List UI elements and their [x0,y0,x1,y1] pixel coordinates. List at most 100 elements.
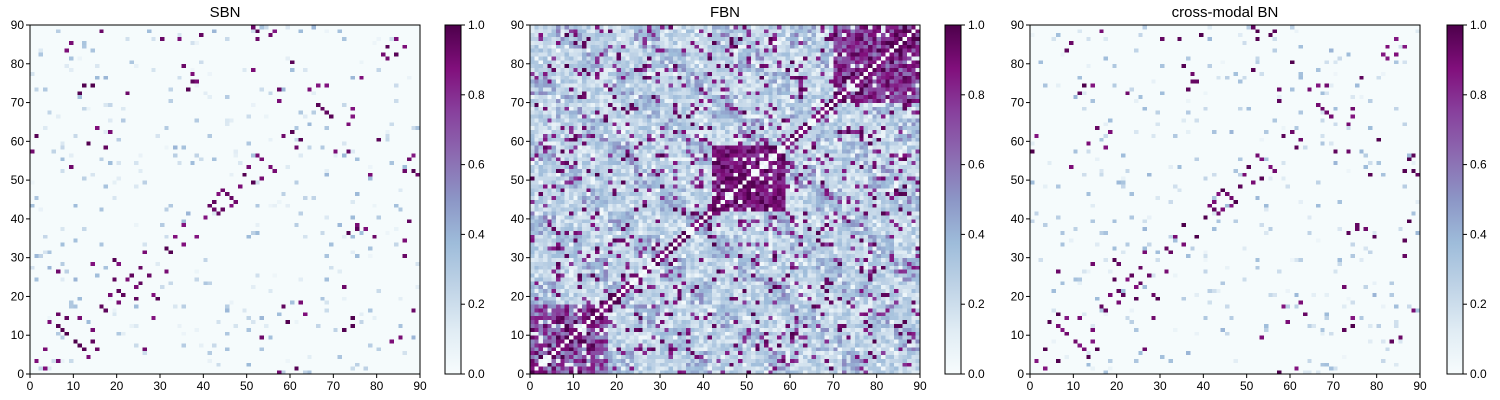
heatmap-cell [372,312,377,316]
heatmap-cell [134,219,139,223]
heatmap-cell [377,234,382,238]
heatmap-cell [368,250,373,254]
heatmap-cell [385,184,390,188]
heatmap-cell [251,207,256,211]
heatmap-cell [208,223,213,227]
heatmap-cell [151,366,156,370]
heatmap-cell [286,285,291,289]
heatmap-cell [251,184,256,188]
heatmap-cell [316,273,321,277]
heatmap-cell [73,254,78,258]
heatmap-cell [30,188,35,192]
heatmap-cell [411,180,416,184]
heatmap-cell [277,265,282,269]
heatmap-cell [177,316,182,320]
heatmap-cell [247,300,252,304]
heatmap-cell [234,300,239,304]
heatmap-cell [69,327,74,331]
heatmap-cell [65,366,70,370]
heatmap-cell [264,293,269,297]
heatmap-cell [234,265,239,269]
heatmap-cell [39,165,44,169]
heatmap-cell [290,196,295,200]
heatmap-cell [394,188,399,192]
heatmap-cell [281,300,286,304]
heatmap-cell [30,196,35,200]
heatmap-cell [260,165,265,169]
heatmap-cell [307,343,312,347]
heatmap-cell [377,215,382,219]
heatmap-cell [39,246,44,250]
heatmap-cell [338,324,343,328]
heatmap-cell [242,250,247,254]
heatmap-cell [381,331,386,335]
heatmap-cell [65,262,70,266]
heatmap-cell [364,168,369,172]
heatmap-cell [199,215,204,219]
heatmap-cell [82,300,87,304]
heatmap-cell [407,347,412,351]
heatmap-cell [320,238,325,242]
heatmap-cell [359,277,364,281]
heatmap-cell [303,196,308,200]
heatmap-cell [320,327,325,331]
heatmap-cell [333,223,338,227]
heatmap-cell [303,358,308,362]
heatmap-cell [104,281,109,285]
heatmap-cell [125,176,130,180]
heatmap-cell [199,289,204,293]
heatmap-cell [286,351,291,355]
heatmap-cell [164,320,169,324]
heatmap-cell [182,242,187,246]
heatmap-cell [182,168,187,172]
heatmap-cell [82,351,87,355]
heatmap-cell [156,296,161,300]
heatmap-cell [372,289,377,293]
heatmap-cell [260,335,265,339]
heatmap-cell [264,258,269,262]
heatmap-cell [56,200,61,204]
heatmap-cell [65,304,70,308]
heatmap-cell [403,331,408,335]
heatmap-cell [56,358,61,362]
heatmap-cell [294,192,299,196]
heatmap-cell [268,172,273,176]
heatmap-cell [242,281,247,285]
heatmap-cell [190,211,195,215]
heatmap-cell [394,324,399,328]
heatmap-cell [60,184,65,188]
heatmap-cell [312,176,317,180]
heatmap-cell [390,273,395,277]
heatmap-cell [52,281,57,285]
heatmap-cell [69,366,74,370]
heatmap-cell [47,215,52,219]
heatmap-cell [359,316,364,320]
heatmap-cell [121,293,126,297]
heatmap-cell [151,157,156,161]
heatmap-cell [390,358,395,362]
heatmap-cell [359,355,364,359]
heatmap-cell [34,281,39,285]
heatmap-cell [147,172,152,176]
heatmap-cell [164,168,169,172]
heatmap-cell [385,300,390,304]
heatmap-cell [125,265,130,269]
heatmap-cell [247,324,252,328]
heatmap-cell [60,355,65,359]
heatmap-cell [312,184,317,188]
heatmap-cell [411,258,416,262]
heatmap-cell [281,180,286,184]
heatmap-cell [351,196,356,200]
heatmap-cell [268,196,273,200]
heatmap-cell [143,347,148,351]
heatmap-cell [99,265,104,269]
heatmap-cell [30,362,35,366]
heatmap-cell [34,324,39,328]
heatmap-cell [351,327,356,331]
heatmap-cell [281,192,286,196]
heatmap-cell [39,366,44,370]
heatmap-cell [182,196,187,200]
heatmap-cell [372,207,377,211]
heatmap-cell [268,331,273,335]
heatmap-cell [407,238,412,242]
